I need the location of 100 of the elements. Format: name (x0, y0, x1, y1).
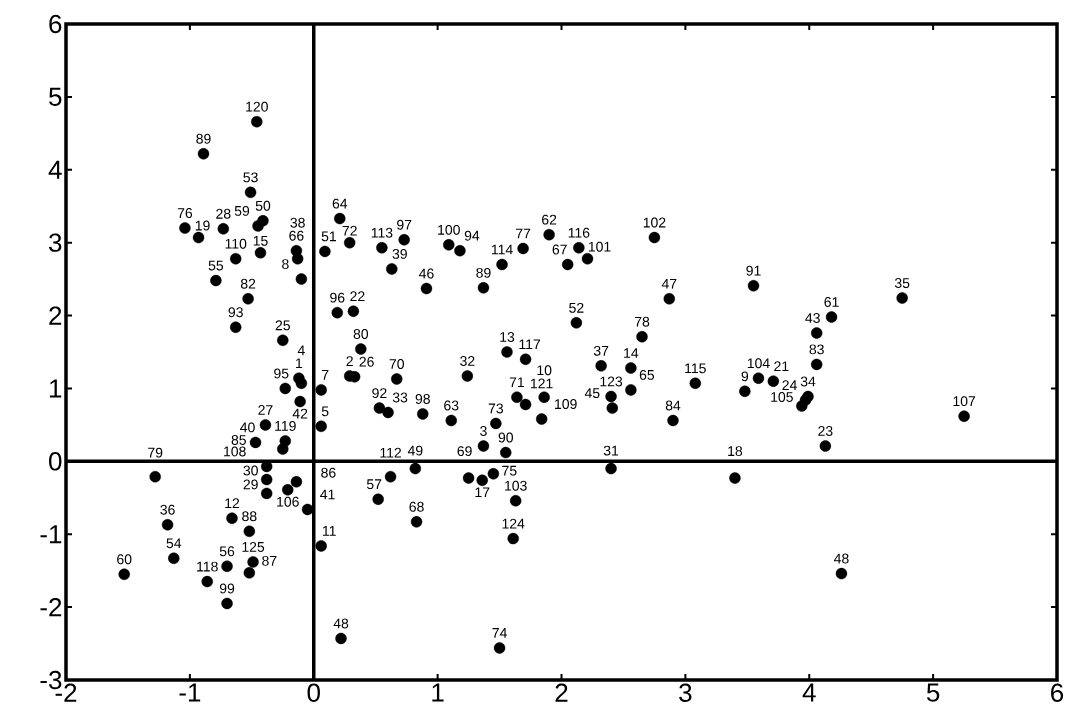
annotation: 17 (475, 487, 490, 498)
annotation: 30 (243, 465, 258, 476)
annotation: 102 (643, 217, 666, 228)
x-tick-label: 2 (555, 683, 568, 702)
annotation: 108 (224, 446, 246, 457)
annotation: 23 (818, 426, 833, 436)
annotation: 46 (419, 268, 434, 279)
annotation: 40 (240, 422, 255, 433)
y-tick-label: 5 (49, 87, 62, 106)
annotation: 121 (530, 378, 553, 389)
annotation: 89 (196, 133, 211, 144)
annotation: 70 (389, 359, 404, 369)
annotation: 101 (588, 241, 611, 252)
annotation: 60 (117, 554, 132, 565)
annotation: 57 (366, 479, 382, 490)
annotation: 50 (255, 200, 271, 211)
x-tick-label: 5 (926, 683, 940, 702)
annotation: 35 (894, 278, 910, 289)
annotation: 95 (274, 368, 289, 379)
annotation: 55 (208, 260, 224, 271)
annotation: 29 (243, 479, 258, 490)
annotation: 89 (476, 267, 491, 278)
annotation: 118 (197, 561, 218, 572)
annotation: 4 (297, 345, 305, 356)
annotation: 37 (593, 345, 609, 356)
annotation: 13 (500, 332, 515, 342)
annotation: 14 (624, 348, 639, 358)
annotation: 82 (240, 278, 256, 289)
annotation: 115 (685, 363, 706, 374)
annotation: 8 (282, 259, 289, 270)
annotation: 92 (372, 388, 387, 399)
annotation: 114 (491, 244, 513, 255)
annotation: 77 (516, 228, 531, 239)
annotation: 100 (438, 224, 460, 235)
annotation: 64 (332, 198, 348, 209)
annotation: 48 (333, 618, 349, 629)
annotation: 110 (225, 238, 247, 249)
annotation: 5 (321, 406, 329, 417)
annotation: 31 (603, 445, 619, 456)
annotation: 22 (350, 291, 365, 302)
annotation: 93 (228, 307, 243, 318)
y-tick-label: 0 (49, 452, 62, 471)
annotation: 48 (833, 553, 849, 564)
annotation: 24 (782, 380, 797, 390)
annotation: 56 (219, 546, 235, 557)
annotation: 49 (407, 445, 423, 456)
annotation: 83 (809, 344, 824, 355)
annotation: 71 (509, 377, 525, 388)
annotation: 69 (457, 446, 472, 457)
annotation: 9 (741, 371, 749, 382)
annotation: 47 (661, 278, 677, 289)
annotation: 2 (346, 356, 353, 366)
annotation: 15 (253, 235, 268, 246)
annotation: 3 (480, 426, 487, 436)
annotation: 33 (392, 392, 408, 403)
annotation: 74 (492, 628, 507, 638)
annotation: 62 (542, 214, 557, 225)
annotation: 80 (353, 329, 369, 340)
annotation: 26 (359, 356, 374, 367)
annotation: 51 (321, 231, 336, 242)
annotation: 61 (824, 297, 839, 307)
annotation: 97 (397, 219, 412, 230)
annotation: 104 (747, 358, 770, 369)
y-tick-label: -1 (40, 525, 62, 544)
annotation: 21 (774, 361, 789, 372)
annotation: 86 (321, 467, 336, 478)
annotation: 96 (330, 292, 345, 303)
annotation: 43 (805, 313, 820, 324)
annotation: 27 (258, 404, 273, 415)
annotation: 25 (275, 320, 290, 331)
annotation: 1 (296, 358, 303, 369)
annotation: 84 (665, 400, 681, 411)
y-tick-label: 4 (48, 160, 62, 179)
annotation: 106 (277, 496, 299, 507)
annotation: 32 (460, 356, 475, 367)
annotation: 63 (444, 400, 459, 411)
annotation: 65 (639, 369, 655, 380)
annotation: 11 (322, 526, 336, 536)
annotation: 124 (502, 518, 525, 529)
annotation: 41 (320, 489, 335, 500)
annotation: 87 (262, 555, 277, 566)
annotation: 19 (195, 220, 210, 231)
x-tick-label: 0 (307, 683, 320, 702)
annotation: 98 (415, 393, 430, 404)
annotation: 12 (225, 498, 240, 509)
annotation: 120 (246, 101, 268, 112)
annotation: 85 (231, 434, 246, 445)
annotation: 78 (634, 316, 650, 327)
annotation: 105 (771, 391, 793, 402)
annotation: 75 (502, 465, 517, 476)
annotation: 125 (242, 541, 265, 552)
annotation: 109 (555, 399, 577, 410)
x-tick-label: 1 (432, 683, 444, 702)
annotation: 119 (275, 420, 296, 431)
annotation: 88 (242, 511, 257, 522)
annotation: 10 (537, 365, 552, 376)
annotation: 67 (552, 244, 567, 255)
x-tick-label: 4 (802, 683, 816, 702)
annotation: 36 (160, 504, 175, 515)
annotation: 18 (728, 446, 743, 457)
